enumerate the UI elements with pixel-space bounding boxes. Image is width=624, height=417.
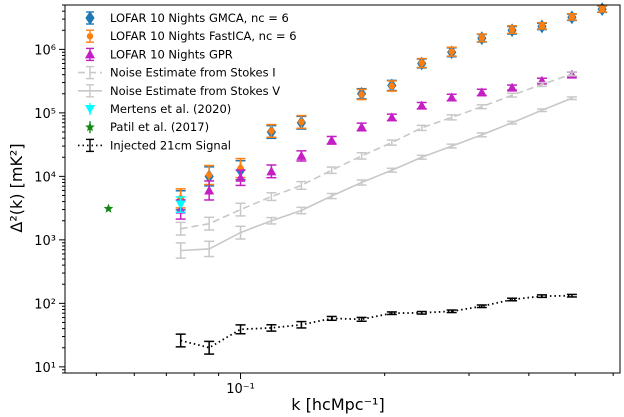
data-point (388, 82, 396, 90)
legend-item: LOFAR 10 Nights GMCA, nc = 6 (85, 11, 289, 25)
data-point (356, 121, 367, 131)
legend-item: Patil et al. (2017) (85, 120, 209, 134)
y-tick-label: 10⁴ (34, 170, 56, 185)
series-line (180, 294, 572, 349)
series-4 (175, 96, 577, 259)
legend-item: LOFAR 10 Nights FastICA, nc = 6 (86, 29, 297, 43)
data-point (235, 172, 246, 182)
data-point (298, 118, 305, 126)
data-point (386, 112, 397, 122)
data-point (204, 185, 215, 195)
data-point (266, 166, 277, 176)
legend-marker (85, 105, 95, 114)
legend-label: LOFAR 10 Nights GMCA, nc = 6 (110, 11, 289, 25)
axes: 10¹ 10² 10³ 10⁴ 10⁵ 10⁶ 10⁻¹ (34, 4, 621, 397)
data-point (175, 200, 186, 210)
legend-item: Noise Estimate from Stokes V (78, 84, 280, 98)
data-point (103, 203, 114, 213)
legend-label: Mertens et al. (2020) (110, 102, 231, 116)
series-6 (103, 203, 114, 213)
legend-marker (85, 11, 95, 25)
y-tick-label: 10¹ (34, 361, 56, 376)
y-tick-label: 10⁵ (34, 107, 56, 122)
legend-item: Injected 21cm Signal (78, 138, 231, 152)
series-layer (103, 2, 608, 355)
y-tick-label: 10⁶ (34, 43, 56, 58)
data-point (568, 13, 576, 21)
series-1 (175, 4, 608, 209)
legend-label: LOFAR 10 Nights FastICA, nc = 6 (110, 29, 297, 43)
data-point (478, 34, 485, 42)
legend: LOFAR 10 Nights GMCA, nc = 6 LOFAR 10 Nig… (78, 11, 297, 152)
legend-marker (85, 122, 95, 132)
legend-item: LOFAR 10 Nights GPR (85, 47, 233, 61)
legend-label: Noise Estimate from Stokes I (110, 66, 276, 80)
data-point (538, 22, 546, 30)
series-line (180, 73, 573, 230)
data-point (446, 92, 457, 102)
data-point (358, 91, 365, 98)
series-5 (175, 196, 186, 213)
data-point (296, 150, 307, 160)
legend-marker (85, 49, 95, 59)
legend-label: Patil et al. (2017) (110, 120, 209, 134)
data-point (476, 87, 487, 97)
series-3 (175, 71, 577, 236)
data-point (598, 5, 606, 13)
plot-frame (64, 4, 621, 374)
x-tick-label: 10⁻¹ (226, 382, 255, 397)
data-point (507, 82, 518, 92)
series-7 (175, 293, 577, 355)
data-point (205, 171, 213, 179)
legend-label: Injected 21cm Signal (110, 138, 231, 152)
y-tick-label: 10³ (34, 234, 56, 249)
legend-item: Mertens et al. (2020) (85, 102, 231, 116)
legend-label: Noise Estimate from Stokes V (110, 84, 280, 98)
y-axis-title: Δ²(k) [mK²] (7, 143, 26, 232)
data-point (418, 59, 425, 67)
x-axis-title: k [hcMpc⁻¹] (291, 395, 384, 414)
data-point (416, 100, 427, 110)
data-point (268, 127, 275, 135)
data-point (448, 48, 455, 55)
legend-marker (86, 33, 94, 40)
legend-label: LOFAR 10 Nights GPR (110, 47, 233, 61)
y-tick-label: 10² (34, 297, 56, 312)
data-point (508, 26, 516, 33)
legend-item: Noise Estimate from Stokes I (78, 66, 276, 80)
data-point (326, 135, 337, 145)
series-line (180, 97, 573, 252)
